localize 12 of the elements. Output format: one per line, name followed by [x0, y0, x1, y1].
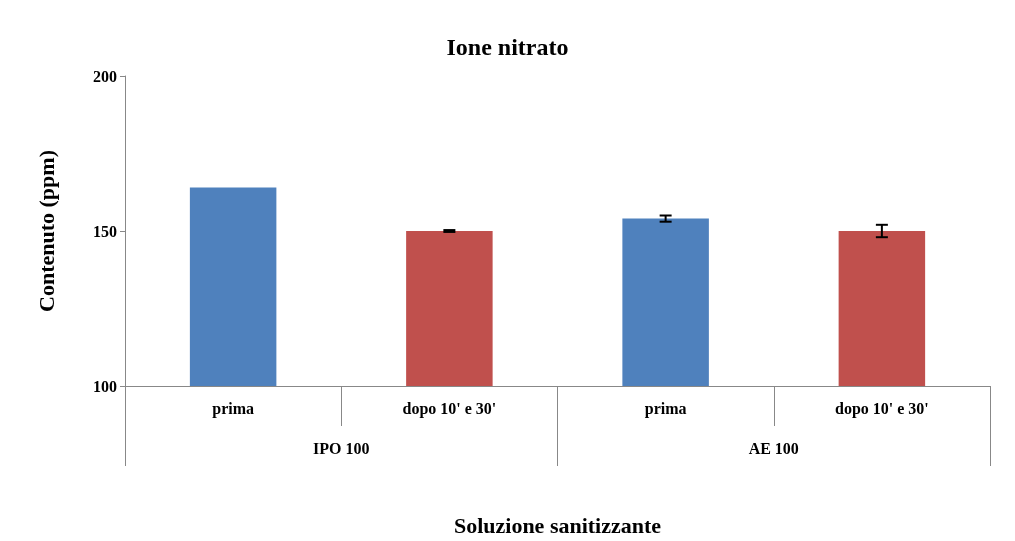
text: AE 100	[748, 439, 799, 457]
y-tick-label: 200	[93, 67, 117, 85]
y-axis-title: Contenuto (ppm)	[33, 150, 59, 312]
y-tick-label: 100	[93, 377, 117, 395]
x-tick-label: prima	[212, 399, 255, 418]
text: IPO 100	[313, 439, 370, 457]
x-axis-title: Soluzione sanitizzante	[453, 512, 662, 538]
x-tick-label: prima	[644, 399, 687, 418]
x-tick-label: dopo 10' e 30'	[402, 399, 497, 418]
x-tick-label: dopo 10' e 30'	[834, 399, 929, 418]
y-tick-label: 150	[93, 222, 117, 240]
chart-title: Ione nitrato	[446, 34, 569, 60]
